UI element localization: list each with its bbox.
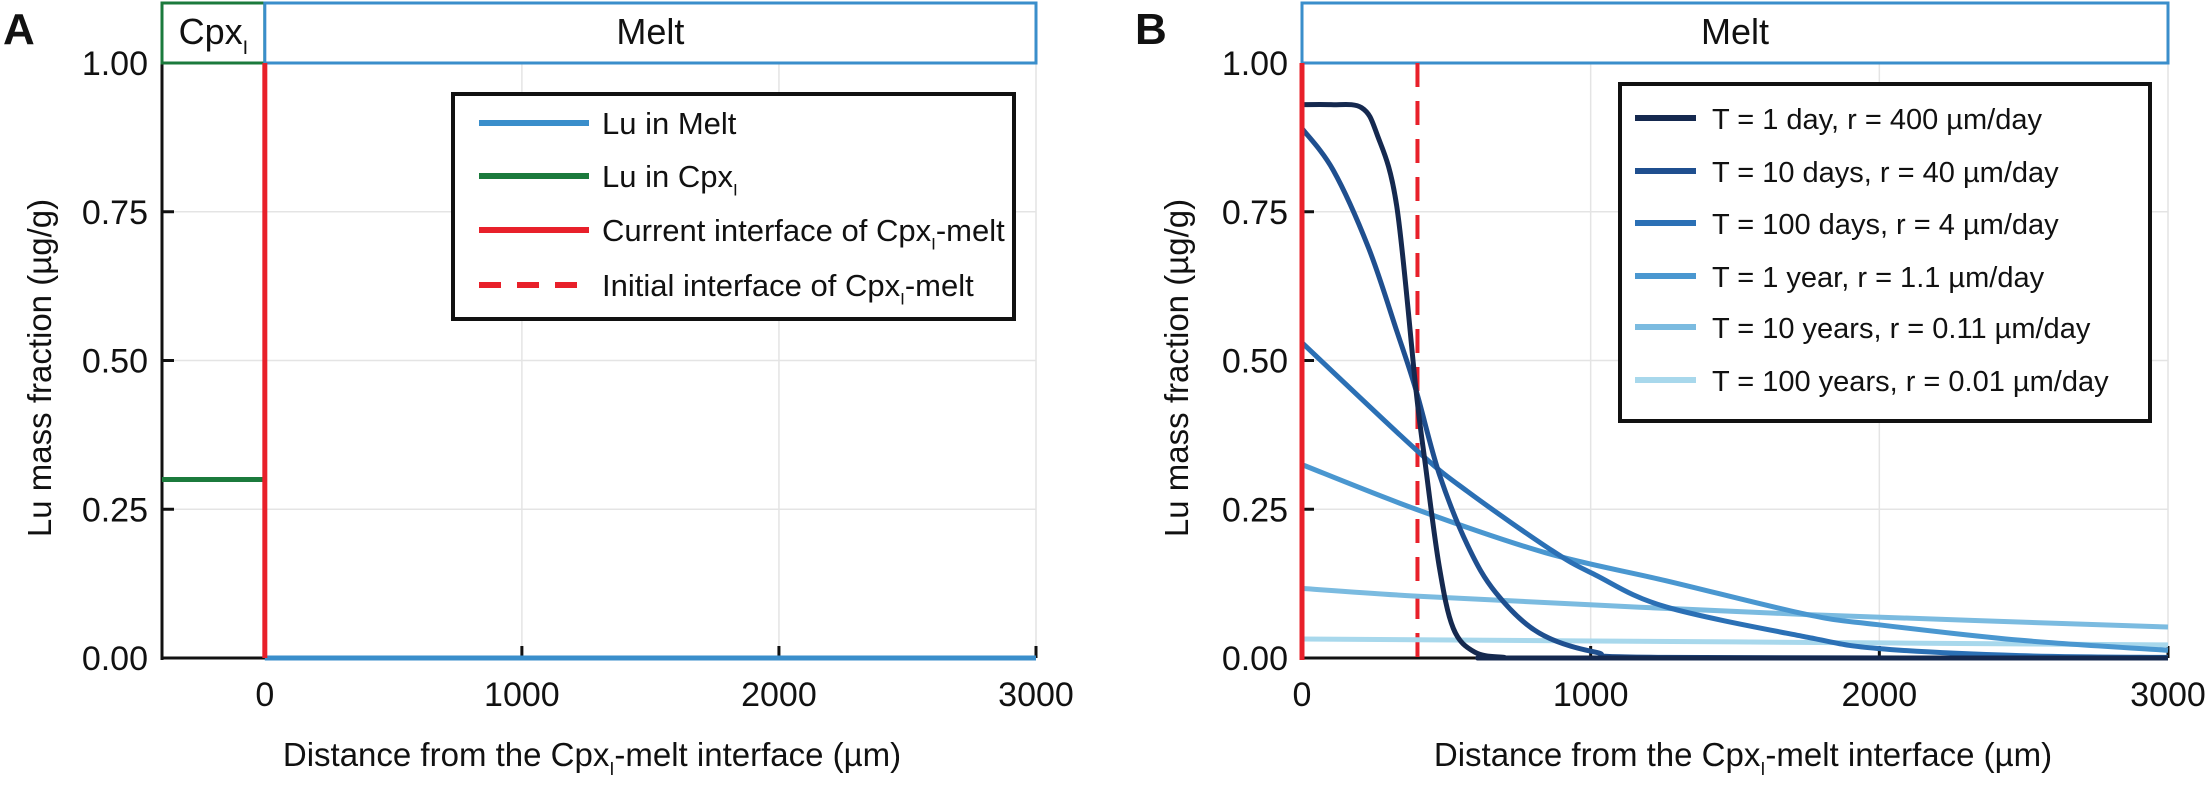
y-tick-label: 0.00 bbox=[1222, 640, 1288, 678]
y-tick-label: 1.00 bbox=[1222, 45, 1288, 83]
y-tick-label: 0.25 bbox=[1222, 491, 1288, 529]
series-line bbox=[1301, 101, 2169, 661]
legend-item: Lu in Melt bbox=[479, 106, 737, 141]
legend-item: T = 1 year, r = 1.1 µm/day bbox=[1635, 262, 2045, 294]
x-tick-label: 1000 bbox=[1553, 676, 1629, 714]
x-tick-label: 3000 bbox=[2130, 676, 2206, 714]
y-tick-label: 0.75 bbox=[1222, 194, 1288, 232]
x-tick-label: 2000 bbox=[741, 676, 817, 714]
legend-label: T = 10 years, r = 0.11 µm/day bbox=[1712, 313, 2091, 345]
x-tick-label: 0 bbox=[255, 676, 274, 714]
y-axis-label: Lu mass fraction (µg/g) bbox=[1158, 199, 1195, 537]
legend-item: Lu in CpxI bbox=[479, 159, 738, 200]
panel-label: B bbox=[1135, 5, 1167, 54]
legend-item: T = 10 days, r = 40 µm/day bbox=[1635, 157, 2059, 189]
legend-item: T = 10 years, r = 0.11 µm/day bbox=[1635, 313, 2091, 345]
x-tick-label: 3000 bbox=[998, 676, 1074, 714]
cpx-header-label: CpxI bbox=[179, 11, 249, 59]
y-tick-label: 0.00 bbox=[82, 640, 148, 678]
legend-label: Lu in CpxI bbox=[602, 159, 738, 200]
legend-item: T = 1 day, r = 400 µm/day bbox=[1635, 104, 2042, 136]
melt-header-label: Melt bbox=[1701, 11, 1769, 52]
legend-label: T = 10 days, r = 40 µm/day bbox=[1712, 157, 2059, 189]
legend: T = 1 day, r = 400 µm/day T = 10 days, r … bbox=[1618, 82, 2152, 423]
y-axis-label: Lu mass fraction (µg/g) bbox=[21, 199, 58, 537]
y-tick-label: 0.50 bbox=[82, 343, 148, 381]
panel-b: B 0 1000 2000 3000 0.00 0.25 0.50 0.75 1.00 Distan… bbox=[1135, 1, 2206, 779]
x-tick-label: 0 bbox=[1293, 676, 1312, 714]
legend-label: Lu in Melt bbox=[602, 106, 737, 141]
y-tick-label: 0.25 bbox=[82, 491, 148, 529]
legend-label: T = 1 day, r = 400 µm/day bbox=[1712, 104, 2042, 136]
x-axis-label: Distance from the CpxI-melt interface (µ… bbox=[1434, 736, 2052, 779]
x-tick-label: 1000 bbox=[484, 676, 560, 714]
legend-item: Initial interface of CpxI-melt bbox=[479, 268, 974, 309]
legend-label: T = 100 days, r = 4 µm/day bbox=[1712, 209, 2059, 241]
y-tick-label: 0.50 bbox=[1222, 343, 1288, 381]
legend-label: T = 1 year, r = 1.1 µm/day bbox=[1712, 262, 2045, 294]
y-tick-label: 0.75 bbox=[82, 194, 148, 232]
panel-a: A 0 1000 2000 3000 0.00 0.25 0.50 0.75 1.00 Distan… bbox=[3, 1, 1074, 779]
series-line bbox=[1301, 462, 2169, 653]
legend: Lu in Melt Lu in CpxI Current interface of… bbox=[451, 92, 1016, 321]
legend-label: Current interface of CpxI-melt bbox=[602, 213, 1005, 254]
legend-box bbox=[1618, 82, 2152, 423]
melt-header-box bbox=[263, 1, 1038, 65]
legend-label: T = 100 years, r = 0.01 µm/day bbox=[1712, 366, 2109, 398]
melt-header-label: Melt bbox=[616, 11, 684, 52]
series-line bbox=[1301, 585, 2169, 630]
legend-label: Initial interface of CpxI-melt bbox=[602, 268, 974, 309]
y-tick-label: 1.00 bbox=[82, 45, 148, 83]
x-axis-label: Distance from the CpxI-melt interface (µ… bbox=[283, 736, 901, 779]
melt-header-box bbox=[1300, 1, 2170, 65]
legend-item: Current interface of CpxI-melt bbox=[479, 213, 1005, 254]
legend-item: T = 100 years, r = 0.01 µm/day bbox=[1635, 366, 2109, 398]
panel-label: A bbox=[3, 5, 35, 54]
x-tick-label: 2000 bbox=[1842, 676, 1918, 714]
cpx-header-box bbox=[160, 1, 267, 65]
legend-item: T = 100 days, r = 4 µm/day bbox=[1635, 209, 2059, 241]
legend-box bbox=[451, 92, 1016, 321]
